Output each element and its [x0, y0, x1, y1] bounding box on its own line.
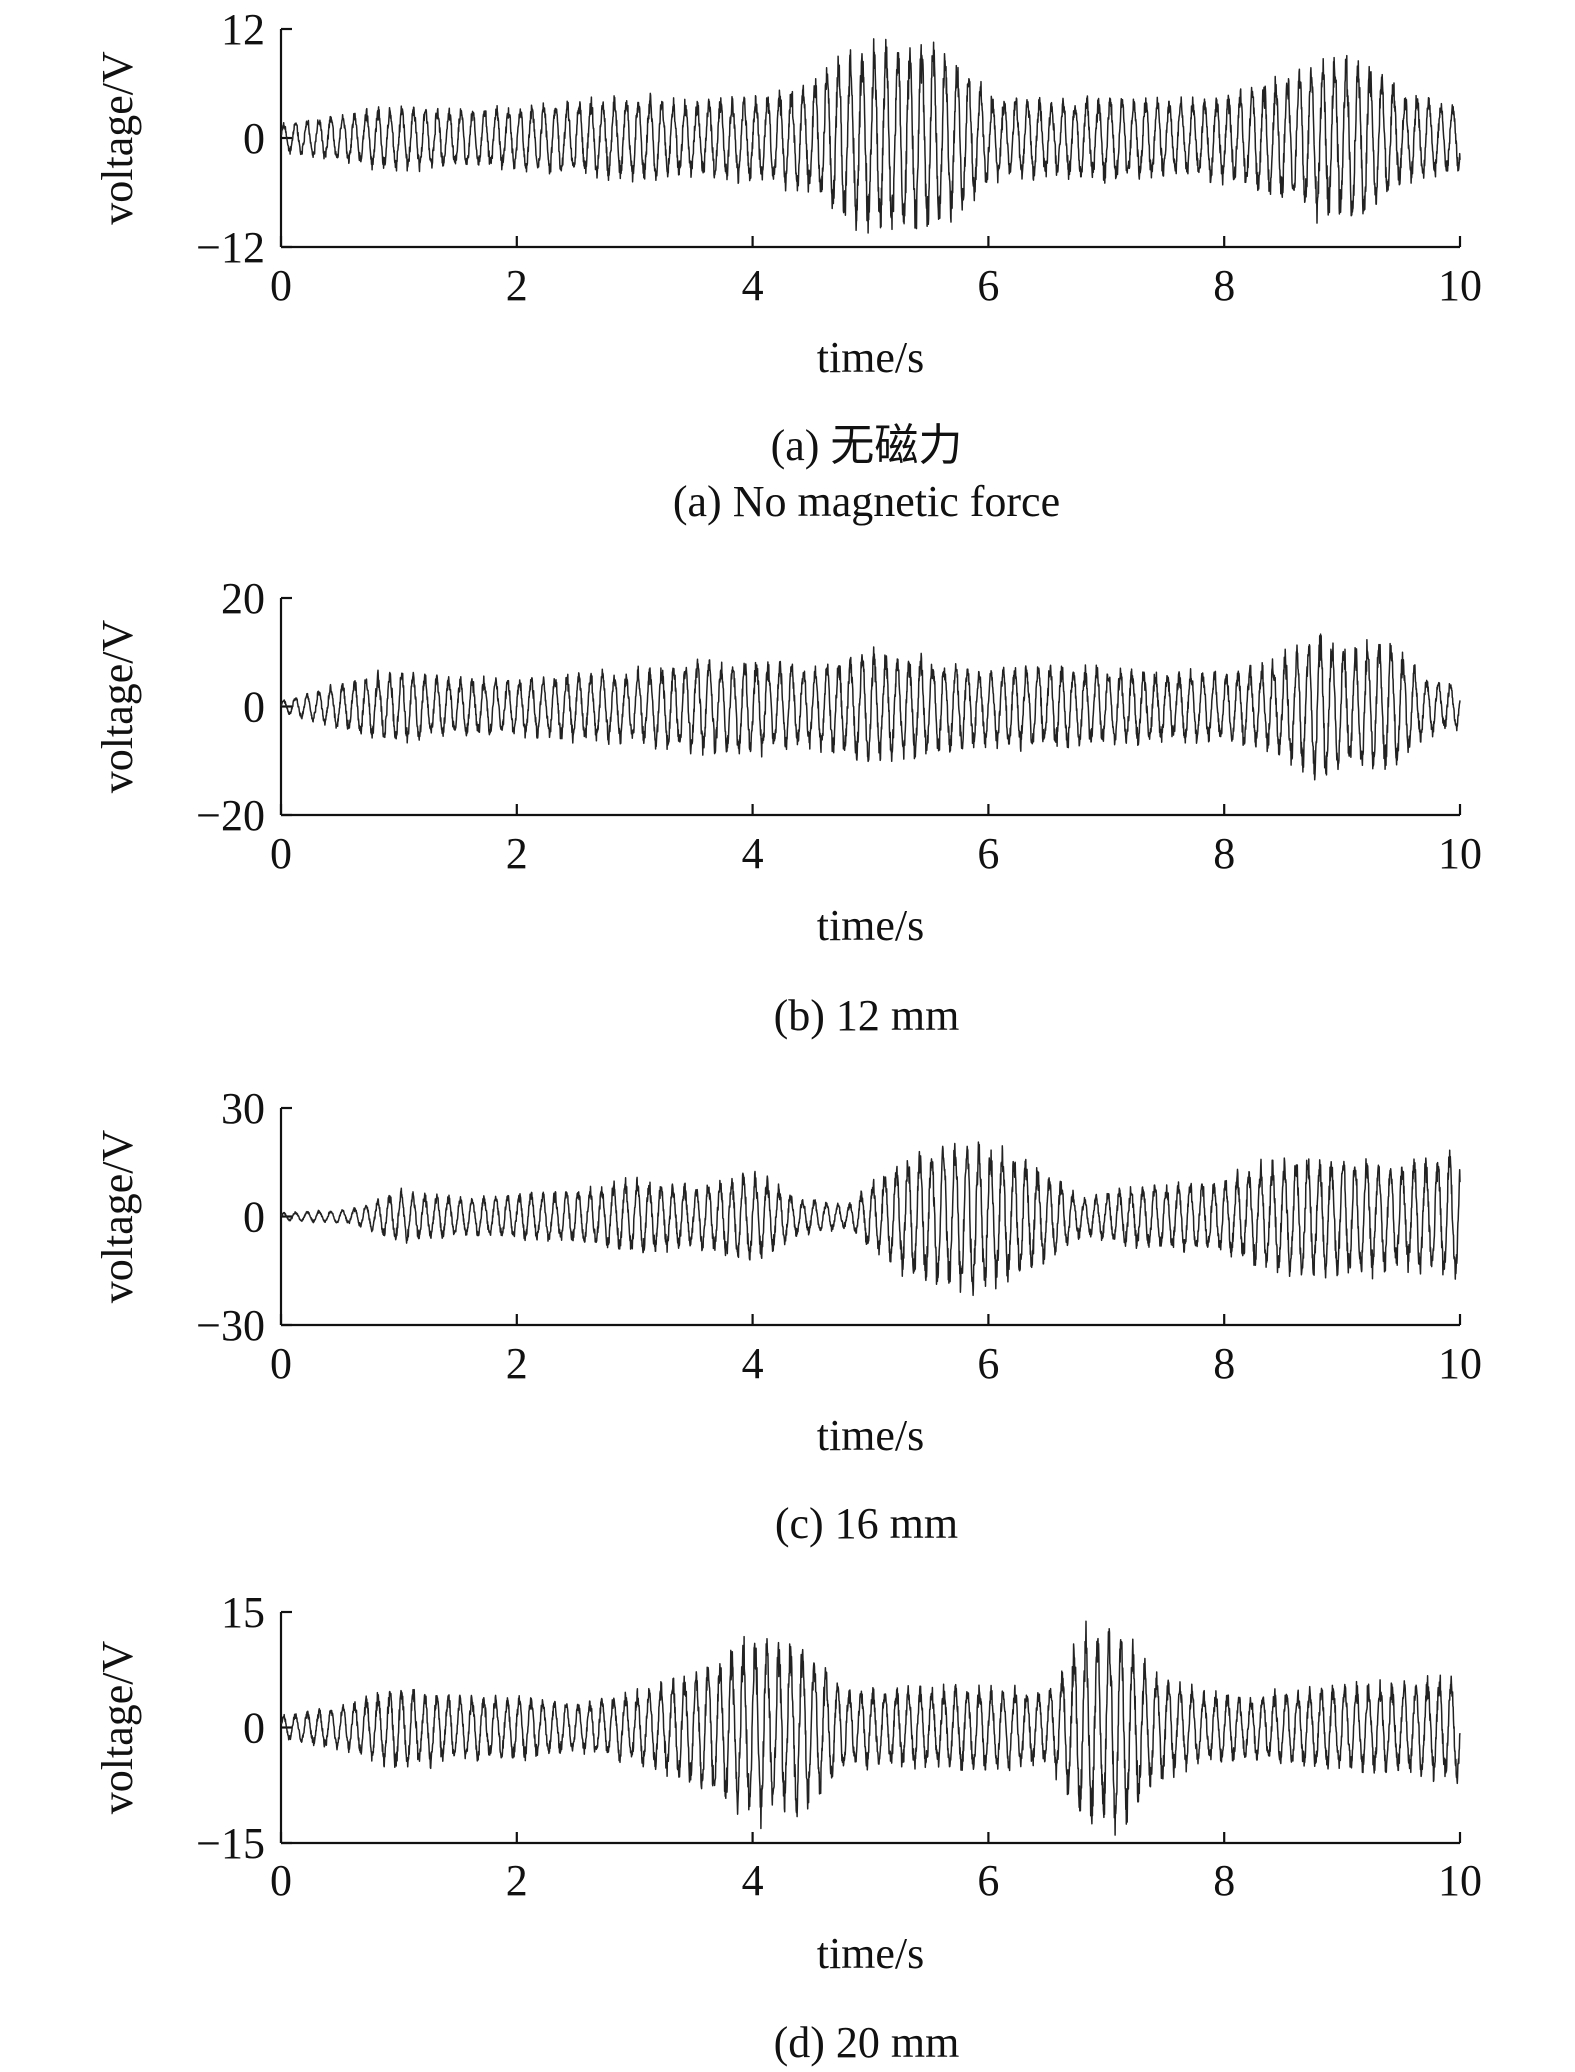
- voltage-series-line: [280, 1141, 1461, 1297]
- x-tick-label: 0: [270, 261, 292, 310]
- y-tick-label: 0: [243, 1193, 265, 1242]
- y-tick-label: −20: [196, 791, 265, 840]
- y-tick-label: 15: [221, 1588, 265, 1637]
- y-axis-title: voltage/V: [93, 1130, 142, 1304]
- x-axis-title: time/s: [817, 1411, 925, 1460]
- x-tick-label: 6: [977, 1856, 999, 1905]
- y-tick-label: 0: [243, 114, 265, 163]
- panel-caption: (c) 16 mm: [775, 1499, 958, 1548]
- y-tick-label: 30: [221, 1084, 265, 1133]
- y-tick-label: 0: [243, 683, 265, 732]
- y-axis-title: voltage/V: [93, 1641, 142, 1815]
- x-tick-label: 10: [1438, 829, 1482, 878]
- panel-caption-english: (a) No magnetic force: [673, 477, 1060, 526]
- y-tick-label: −12: [196, 223, 265, 272]
- x-tick-label: 2: [506, 1339, 528, 1388]
- x-tick-label: 8: [1213, 1856, 1235, 1905]
- x-tick-label: 4: [742, 1856, 764, 1905]
- x-tick-label: 6: [977, 261, 999, 310]
- y-tick-label: 20: [221, 574, 265, 623]
- y-tick-label: 0: [243, 1704, 265, 1753]
- panel-caption: (d) 20 mm: [774, 2018, 960, 2067]
- x-tick-label: 6: [977, 1339, 999, 1388]
- x-tick-label: 8: [1213, 829, 1235, 878]
- voltage-series-line: [280, 633, 1461, 781]
- x-axis-title: time/s: [817, 1929, 925, 1978]
- x-tick-label: 0: [270, 1856, 292, 1905]
- y-axis-title: voltage/V: [93, 51, 142, 225]
- x-tick-label: 4: [742, 829, 764, 878]
- voltage-series-line: [280, 1620, 1461, 1836]
- x-tick-label: 4: [742, 1339, 764, 1388]
- y-tick-label: 12: [221, 5, 265, 54]
- panel-caption: (b) 12 mm: [774, 991, 960, 1040]
- x-tick-label: 0: [270, 1339, 292, 1388]
- x-tick-label: 6: [977, 829, 999, 878]
- voltage-series-line: [280, 38, 1461, 234]
- x-tick-label: 2: [506, 261, 528, 310]
- x-tick-label: 10: [1438, 1856, 1482, 1905]
- x-tick-label: 10: [1438, 261, 1482, 310]
- x-tick-label: 4: [742, 261, 764, 310]
- x-axis-title: time/s: [817, 901, 925, 950]
- y-tick-label: −15: [196, 1819, 265, 1868]
- panel-caption: (a) 无磁力: [771, 421, 963, 470]
- x-tick-label: 0: [270, 829, 292, 878]
- x-tick-label: 10: [1438, 1339, 1482, 1388]
- x-axis-title: time/s: [817, 333, 925, 382]
- x-tick-label: 2: [506, 1856, 528, 1905]
- x-tick-label: 8: [1213, 261, 1235, 310]
- x-tick-label: 2: [506, 829, 528, 878]
- y-tick-label: −30: [196, 1301, 265, 1350]
- y-axis-title: voltage/V: [93, 620, 142, 794]
- x-tick-label: 8: [1213, 1339, 1235, 1388]
